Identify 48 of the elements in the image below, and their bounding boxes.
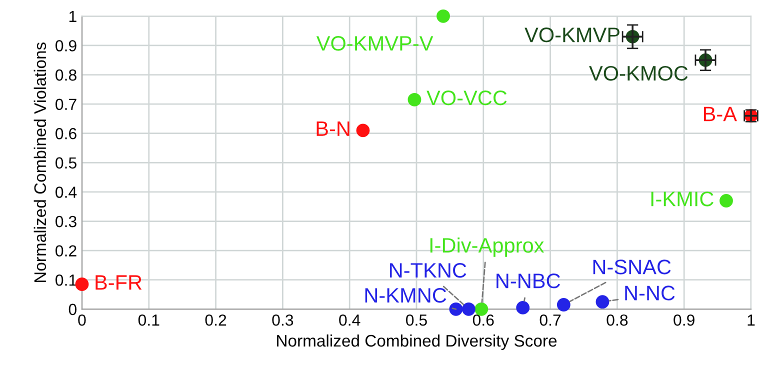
annotation: N-NBC (496, 274, 560, 288)
point (75, 278, 89, 291)
annotation: N-NC (625, 286, 675, 300)
annotation: N-KMNC (365, 288, 446, 303)
y-tick-label: 0.9 (56, 40, 76, 52)
point (556, 298, 570, 312)
x-tick-label: 0 (78, 314, 86, 326)
annotation: N-SNAC (593, 260, 671, 274)
annotation: I-KMIC (651, 192, 714, 206)
x-tick-label: 0.2 (205, 314, 226, 326)
x-tick-label: 0.6 (472, 314, 494, 326)
point (596, 295, 610, 309)
point (720, 194, 733, 208)
annotation: VO-KMVP (524, 28, 620, 42)
y-tick-label: 0.7 (56, 98, 76, 110)
point (356, 124, 370, 138)
y-tick-label: 0.3 (56, 216, 76, 228)
x-tick-label: 0.5 (406, 314, 427, 326)
x-axis-title: Normalized Combined Diversity Score (277, 334, 557, 350)
x-tick-label: 0.8 (606, 314, 628, 326)
y-axis-title: Normalized Combined Violations (34, 42, 46, 282)
y-tick-label: 0.4 (56, 186, 77, 198)
point (462, 302, 476, 316)
point (408, 92, 422, 106)
y-tick-label: 0 (68, 304, 76, 316)
annotation: VO-KMOC (589, 66, 688, 81)
y-tick-label: 0.8 (56, 69, 76, 81)
y-tick-label: 0.2 (56, 245, 76, 257)
point (436, 9, 450, 23)
y-tick-label: 0.6 (56, 128, 76, 140)
y-tick-label: 0.1 (56, 274, 76, 286)
annotation: N-TKNC (390, 262, 466, 278)
annotation: VO-VCC (426, 90, 507, 106)
annotation: I-Div-Approx (430, 237, 544, 257)
x-tick-label: 1 (748, 314, 755, 326)
annotation: VO-KMVP-V (316, 36, 434, 51)
x-tick-label: 0.1 (138, 314, 160, 326)
x-tick-label: 0.7 (540, 314, 561, 326)
point (516, 300, 530, 314)
y-tick-label: 1 (69, 10, 76, 22)
y-tick-label: 0.5 (56, 157, 76, 169)
annotation: B-A (704, 106, 737, 122)
x-tick-label: 0.9 (674, 314, 694, 326)
x-tick-label: 0.4 (339, 314, 360, 326)
annotation: B-N (316, 121, 350, 136)
x-tick-label: 0.3 (272, 314, 294, 326)
annotation: B-FR (96, 275, 142, 290)
point (449, 302, 463, 316)
